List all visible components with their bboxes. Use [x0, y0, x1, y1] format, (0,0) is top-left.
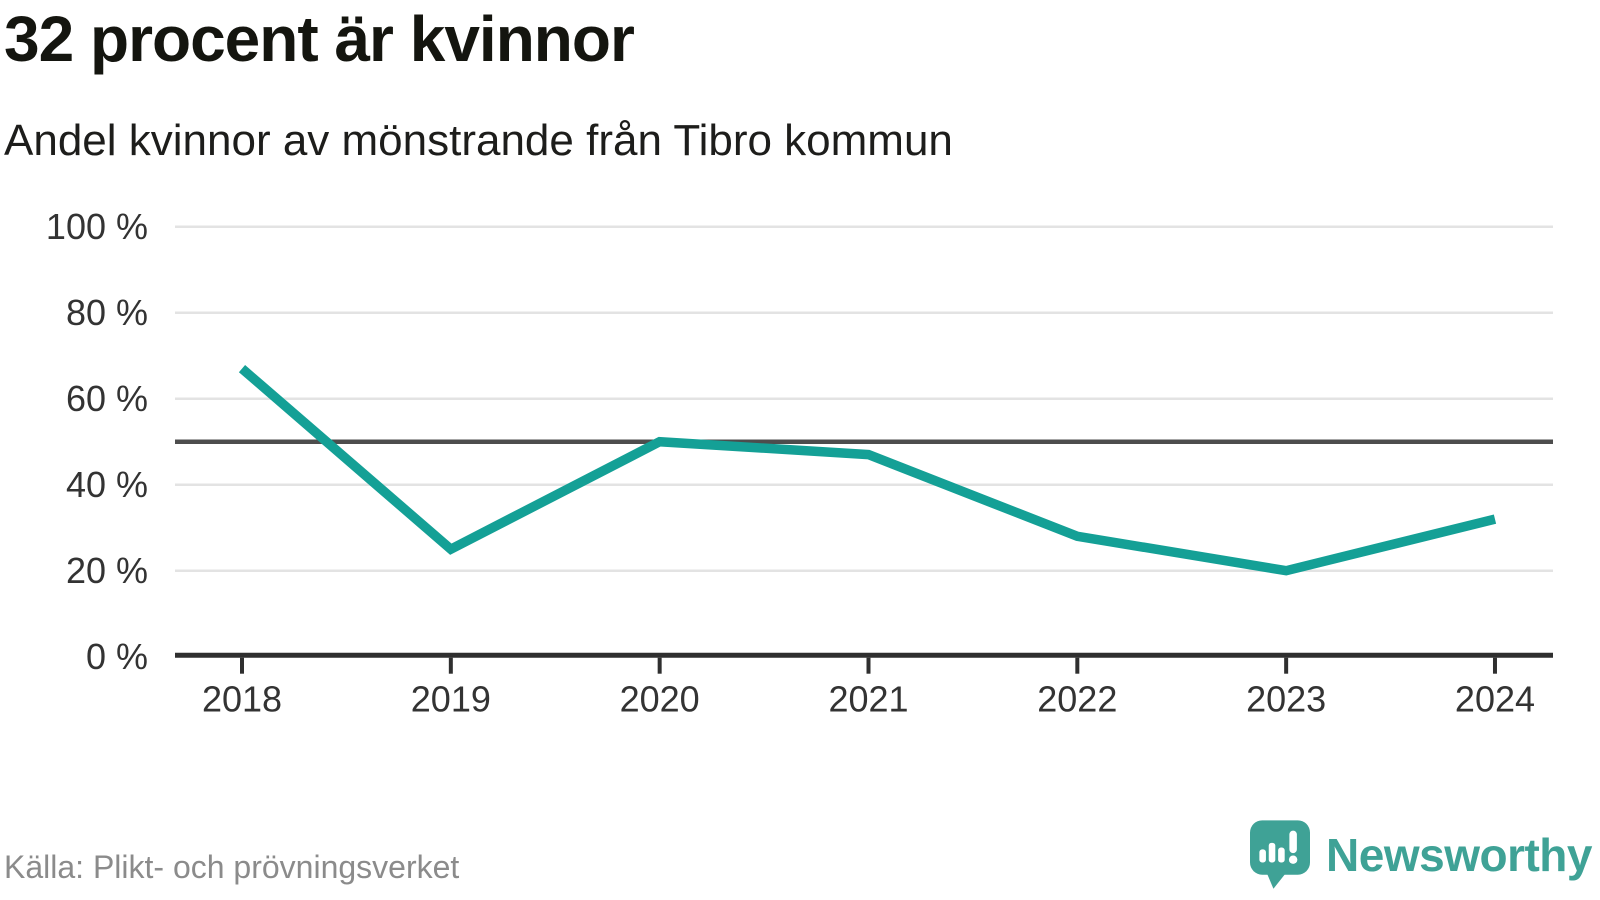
- data-line: [238, 365, 1497, 576]
- x-tick-label: 2019: [411, 679, 491, 720]
- exclamation-dot: [1288, 855, 1298, 864]
- x-tick-label: 2018: [202, 679, 282, 720]
- chart-title: 32 procent är kvinnor: [4, 3, 635, 75]
- y-tick-label: 0 %: [86, 636, 148, 677]
- y-tick-label: 100 %: [46, 206, 148, 247]
- x-tick-label: 2021: [828, 679, 908, 720]
- y-tick-label: 80 %: [66, 292, 148, 333]
- newsworthy-logo: Newsworthy: [1250, 820, 1592, 890]
- newsworthy-logo-icon: [1250, 820, 1311, 889]
- x-tick-label: 2024: [1455, 679, 1535, 720]
- x-tick-label: 2023: [1246, 679, 1326, 720]
- exclamation-bar: [1289, 830, 1297, 854]
- x-tick-label: 2020: [620, 679, 700, 720]
- source-note: Källa: Plikt- och prövningsverket: [4, 849, 460, 885]
- y-tick-label: 60 %: [66, 378, 148, 419]
- y-tick-label: 40 %: [66, 464, 148, 505]
- y-tick-label: 20 %: [66, 550, 148, 591]
- x-tick-label: 2022: [1037, 679, 1117, 720]
- chart-subtitle: Andel kvinnor av mönstrande från Tibro k…: [4, 116, 953, 165]
- logo-barchart-icon: [1259, 830, 1298, 864]
- speech-bubble-shape: [1250, 820, 1311, 875]
- newsworthy-logo-text: Newsworthy: [1326, 829, 1592, 881]
- speech-bubble-tail: [1265, 870, 1288, 889]
